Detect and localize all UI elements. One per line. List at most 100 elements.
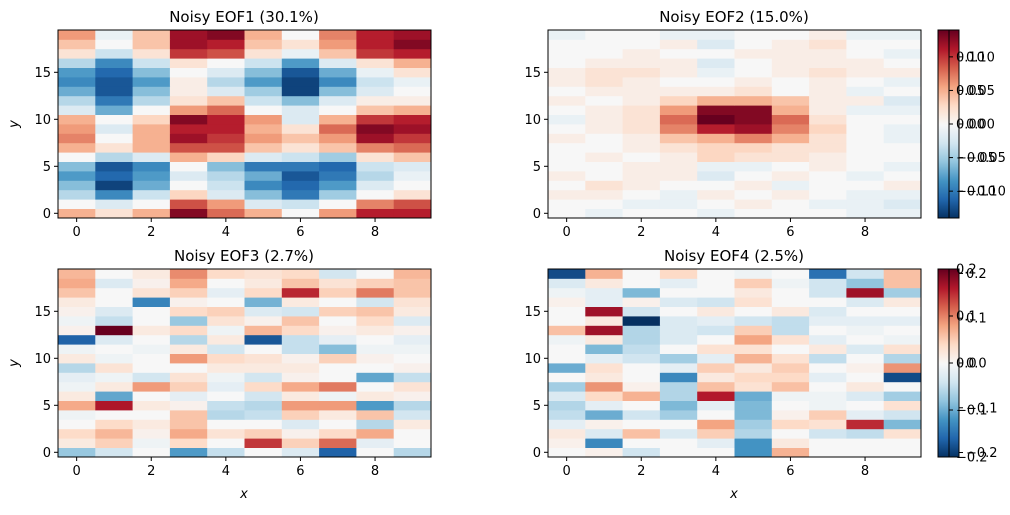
heatmap-cell	[734, 208, 773, 219]
heatmap-cell	[95, 269, 133, 279]
heatmap-cell	[244, 86, 283, 97]
heatmap-cell	[659, 325, 698, 336]
colorbar-segment	[938, 134, 949, 137]
heatmap-cell	[319, 58, 357, 68]
colorbar-segment	[948, 361, 959, 364]
y-tick-label: 5	[43, 399, 51, 414]
heatmap-cell	[585, 95, 623, 106]
colorbar-segment	[948, 136, 959, 139]
heatmap-cell	[58, 77, 96, 87]
colorbar-segment	[938, 453, 949, 456]
heatmap-cell	[585, 400, 623, 411]
colorbar-segment	[938, 84, 949, 87]
heatmap-cell	[883, 363, 922, 373]
colorbar-segment	[938, 287, 949, 290]
heatmap-cell	[244, 67, 283, 78]
heatmap-cell	[809, 269, 847, 279]
panel-title: Noisy EOF4 (2.5%)	[664, 247, 804, 265]
heatmap-cell	[95, 124, 133, 134]
heatmap-cell	[95, 287, 133, 298]
heatmap-cell	[244, 344, 283, 354]
heatmap-cell	[207, 447, 245, 458]
colorbar-segment	[938, 124, 949, 127]
heatmap-cell	[132, 77, 171, 87]
colorbar-segment	[938, 327, 949, 330]
heatmap-cell	[169, 58, 208, 68]
colorbar-segment	[938, 289, 949, 292]
heatmap-cell	[809, 133, 847, 144]
heatmap-cell	[58, 152, 96, 162]
heatmap-cell	[771, 180, 810, 191]
heatmap-cell	[319, 438, 357, 448]
colorbar-segment	[938, 329, 949, 332]
heatmap-cell	[622, 344, 661, 354]
heatmap-cell	[809, 297, 847, 307]
colorbar-segment	[948, 158, 959, 161]
heatmap-cell	[846, 391, 885, 401]
heatmap-cell	[281, 269, 320, 279]
heatmap-cell	[58, 381, 96, 392]
heatmap-cell	[319, 124, 357, 134]
heatmap-cell	[95, 316, 133, 326]
colorbar-segment	[948, 90, 959, 93]
heatmap-cell	[548, 58, 586, 68]
heatmap-cell	[319, 287, 357, 298]
colorbar-segment	[948, 333, 959, 336]
colorbar-segment	[938, 122, 949, 125]
heatmap-cell	[132, 287, 171, 298]
colorbar-segment	[948, 379, 959, 382]
heatmap-cell	[846, 372, 885, 383]
heatmap-cell	[771, 39, 810, 50]
heatmap-cell	[244, 297, 283, 307]
heatmap-cell	[393, 67, 432, 78]
heatmap-cell	[734, 391, 773, 401]
heatmap-cell	[58, 353, 96, 364]
heatmap-cell	[734, 77, 773, 87]
colorbar-segment	[938, 184, 949, 187]
heatmap-cell	[356, 391, 395, 401]
heatmap-cell	[393, 419, 432, 430]
x-axis: 0 2 4 6 8	[563, 457, 869, 479]
heatmap-cell	[244, 124, 283, 134]
heatmap-cell	[281, 316, 320, 326]
heatmap-cell	[697, 334, 735, 345]
colorbar-segment	[948, 42, 959, 45]
colorbar-segment	[948, 355, 959, 358]
heatmap-cell	[697, 30, 735, 40]
heatmap-cell	[548, 161, 586, 172]
heatmap-cell	[548, 447, 586, 458]
colorbar-segment	[938, 56, 949, 59]
heatmap-cell	[132, 39, 171, 50]
heatmap-cell	[58, 297, 96, 307]
heatmap-cell	[319, 363, 357, 373]
colorbar-segment	[938, 397, 949, 400]
heatmap-cell	[883, 325, 922, 336]
colorbar-segment	[948, 383, 959, 386]
colorbar-segment	[938, 86, 949, 89]
heatmap-cell	[548, 86, 586, 97]
heatmap-cell	[95, 419, 133, 430]
heatmap-cell	[734, 287, 773, 298]
heatmap-cell	[809, 58, 847, 68]
heatmap-cell	[734, 447, 773, 458]
heatmap-cell	[809, 180, 847, 191]
heatmap-cell	[281, 124, 320, 134]
heatmap-cell	[244, 39, 283, 50]
heatmap-cell	[585, 161, 623, 172]
heatmap-cells	[58, 30, 432, 219]
heatmap-cell	[883, 353, 922, 364]
heatmap-cell	[697, 428, 735, 439]
heatmap-cell	[659, 161, 698, 172]
heatmap-cell	[319, 86, 357, 97]
x-tick-label: 0	[73, 464, 81, 479]
heatmap-cell	[883, 30, 922, 40]
colorbar-segment	[948, 317, 959, 320]
x-tick-label: 8	[861, 225, 869, 240]
heatmap-cell	[58, 39, 96, 50]
colorbar-segment	[938, 407, 949, 410]
heatmap-cell	[809, 334, 847, 345]
colorbar-segment	[938, 76, 949, 79]
colorbar-segment	[948, 176, 959, 179]
colorbar-segment	[938, 130, 949, 133]
heatmap-cell	[281, 199, 320, 209]
